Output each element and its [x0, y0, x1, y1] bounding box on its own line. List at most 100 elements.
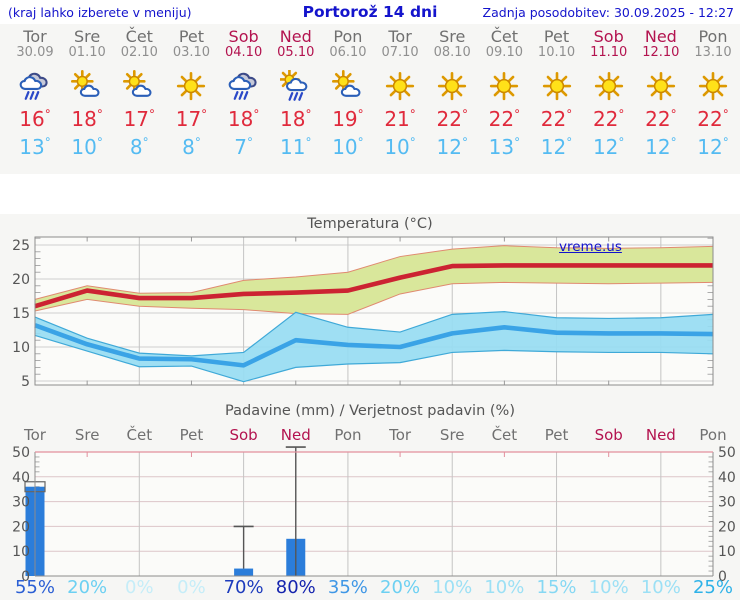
sun-cloud-icon: [331, 70, 361, 97]
sun-icon: [542, 71, 571, 101]
svg-text:10: 10: [718, 544, 736, 560]
day-column[interactable]: Tor 07.10 21° 10°: [372, 28, 428, 174]
temp-y-axis-labels: 5 10 15 20 25: [12, 238, 30, 390]
temp-max-line: [34, 263, 713, 309]
svg-text:0: 0: [718, 569, 727, 584]
precip-day-label: Sre: [74, 426, 100, 444]
day-date: 05.10: [277, 45, 315, 60]
high-temperature: 22°: [592, 107, 625, 131]
day-date: 03.10: [172, 45, 211, 60]
sun-icon: [594, 71, 623, 101]
weather-icon-cell: [633, 70, 689, 104]
high-temperature: 19°: [332, 107, 364, 131]
precip-plot-area: [35, 452, 713, 576]
day-date: 08.10: [433, 45, 471, 60]
precip-day-label: Čet: [491, 426, 518, 444]
precip-day-label: Čet: [126, 426, 153, 444]
low-temperature: 10°: [71, 135, 103, 159]
svg-text:40: 40: [12, 470, 30, 486]
precipitation-probability: 10%: [432, 577, 473, 598]
temp-min-band-lower-edge: [34, 334, 714, 383]
last-update-label: Zadnja posodobitev: 30.09.2025 - 12:27: [482, 5, 734, 20]
low-temperature: 12°: [697, 135, 729, 159]
day-column[interactable]: Ned 12.10 22° 12°: [633, 28, 689, 174]
low-temperature: 13°: [19, 135, 51, 159]
day-column[interactable]: Čet 09.10 22° 13°: [476, 28, 532, 174]
precipitation-probability: 10%: [484, 577, 525, 598]
day-name: Tor: [388, 27, 412, 46]
day-name: Ned: [644, 27, 677, 46]
precipitation-probability: 20%: [380, 577, 421, 598]
low-temperature: 13°: [488, 135, 521, 159]
svg-text:30: 30: [718, 495, 736, 511]
svg-text:5: 5: [21, 374, 30, 390]
sun-cloud-icon: [123, 70, 152, 97]
day-column[interactable]: Pet 10.10 22° 12°: [529, 28, 585, 174]
sun-icon: [490, 71, 519, 101]
weather-icon-cell: [476, 70, 532, 104]
weather-icon-cell: [372, 70, 428, 104]
day-name: Sre: [439, 27, 466, 46]
svg-text:10: 10: [12, 340, 30, 356]
precip-day-label: Ned: [280, 426, 311, 444]
day-name: Sre: [74, 27, 101, 46]
svg-text:15: 15: [12, 306, 30, 322]
day-column[interactable]: Sre 08.10 22° 12°: [424, 28, 480, 174]
weather-icon-cell: [216, 70, 272, 104]
low-temperature: 12°: [436, 135, 468, 159]
day-name: Sob: [593, 27, 624, 46]
day-name: Čet: [125, 27, 153, 46]
high-temperature: 17°: [123, 107, 156, 131]
sun-icon: [177, 71, 206, 101]
svg-text:20: 20: [12, 272, 30, 288]
svg-text:10: 10: [12, 544, 30, 560]
high-temperature: 21°: [384, 107, 416, 131]
weather-icon-cell: [581, 70, 637, 104]
day-date: 07.10: [381, 45, 419, 60]
watermark-link[interactable]: vreme.us: [559, 239, 622, 255]
location-menu-note: (kraj lahko izberete v meniju): [8, 5, 192, 20]
high-temperature: 22°: [436, 107, 468, 131]
weather-icon-cell: [268, 69, 324, 104]
precipitation-probability: 20%: [67, 577, 108, 598]
day-column[interactable]: Sob 11.10 22° 12°: [581, 28, 637, 174]
precipitation-probability: 0%: [177, 577, 206, 598]
precipitation-probability: 0%: [125, 577, 154, 598]
svg-text:30: 30: [12, 495, 30, 511]
weather-icon-cell: [111, 70, 167, 104]
high-temperature: 18°: [71, 107, 103, 131]
high-temperature: 22°: [540, 107, 573, 131]
day-column[interactable]: Ned 05.10 18° 11°: [268, 28, 324, 174]
precip-day-label: Sre: [439, 426, 465, 444]
low-temperature: 8°: [182, 135, 201, 159]
high-temperature: 16°: [19, 107, 51, 131]
day-column[interactable]: Pon 06.10 19° 10°: [320, 28, 376, 174]
day-column[interactable]: Pet 03.10 17° 8°: [163, 28, 219, 174]
temp-plot-frame: [34, 236, 714, 386]
day-name: Sob: [228, 27, 259, 46]
svg-text:20: 20: [718, 519, 736, 535]
weather-icon-cell: [163, 70, 219, 104]
rain-icon: [19, 72, 48, 100]
day-date: 13.10: [694, 45, 732, 60]
day-column[interactable]: Sre 01.10 18° 10°: [59, 28, 115, 174]
weather-icon-cell: [7, 70, 63, 104]
svg-text:20: 20: [12, 519, 30, 535]
temp-max-band-upper-edge: [34, 245, 714, 300]
svg-text:0: 0: [21, 569, 30, 584]
precipitation-probability: 35%: [327, 577, 368, 598]
page-title: Portorož 14 dni: [302, 3, 438, 21]
low-temperature: 10°: [332, 135, 364, 159]
precip-day-label: Sob: [229, 426, 258, 444]
day-name: Pon: [698, 27, 728, 46]
day-column[interactable]: Čet 02.10 17° 8°: [111, 28, 167, 174]
precipitation-probability: 55%: [14, 577, 55, 598]
day-date: 02.10: [120, 45, 158, 60]
day-column[interactable]: Pon 13.10 22° 12°: [685, 28, 740, 174]
day-column[interactable]: Tor 30.09 16° 13°: [7, 28, 63, 174]
sun-icon: [646, 71, 675, 101]
day-column[interactable]: Sob 04.10 18° 7°: [216, 28, 272, 174]
svg-text:50: 50: [718, 445, 736, 461]
low-temperature: 12°: [540, 135, 573, 159]
precip-whiskers: [24, 446, 306, 576]
